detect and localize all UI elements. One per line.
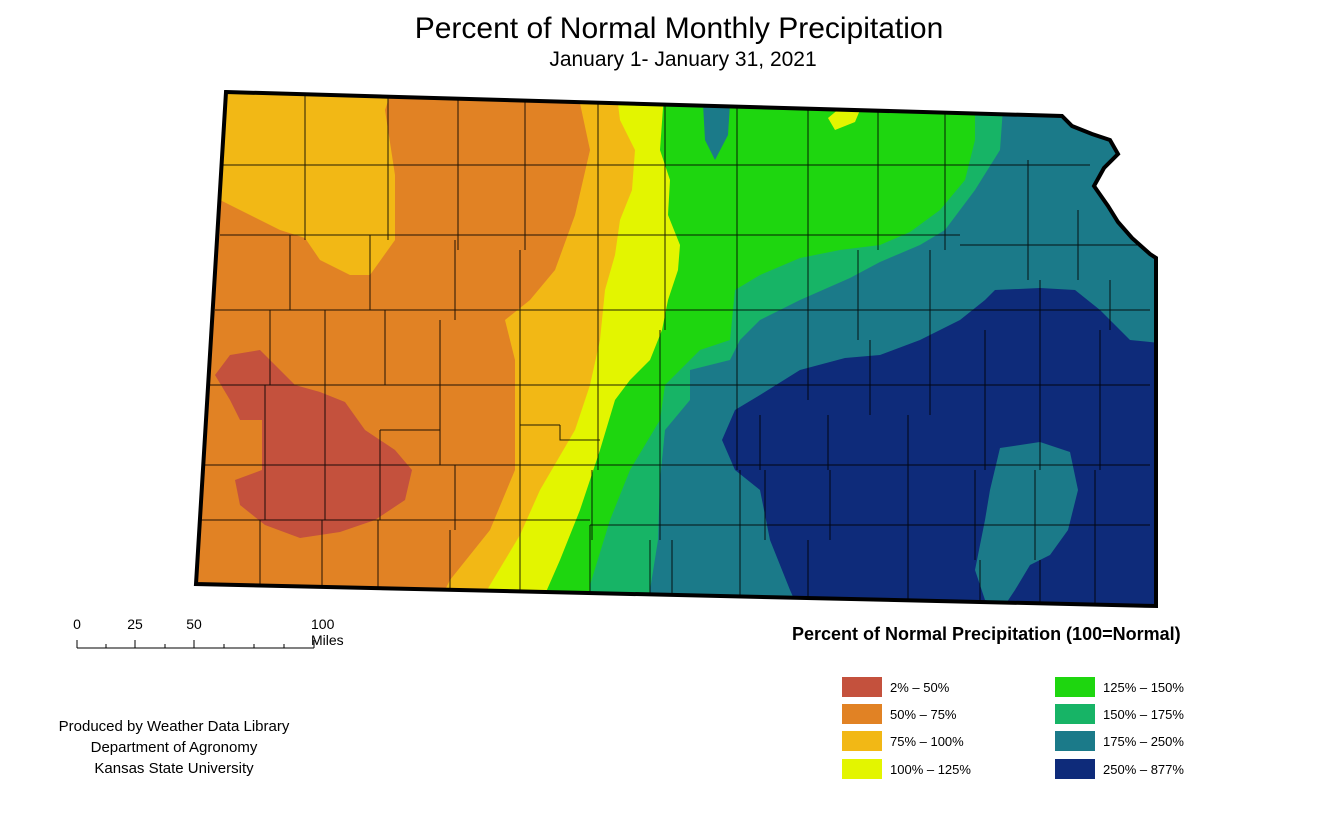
legend-item-150-175: 150% – 175%: [1055, 704, 1184, 724]
legend-swatch: [842, 731, 882, 751]
scale-tick-0: 0: [73, 616, 81, 632]
legend-label: 150% – 175%: [1103, 706, 1184, 722]
zone-2-50: [215, 350, 412, 538]
legend-item-100-125: 100% – 125%: [842, 759, 971, 779]
map-subtitle: January 1- January 31, 2021: [549, 48, 817, 71]
credits: Produced by Weather Data Library Departm…: [28, 716, 320, 779]
legend-swatch: [1055, 704, 1095, 724]
zone-175-250-se-blob: [975, 442, 1078, 605]
legend-swatch: [842, 704, 882, 724]
map-title: Percent of Normal Monthly Precipitation: [414, 12, 944, 45]
credits-line-2: Department of Agronomy: [90, 739, 258, 756]
legend-item-50-75: 50% – 75%: [842, 704, 957, 724]
scale-tick-50: 50: [186, 616, 202, 632]
legend-item-2-50: 2% – 50%: [842, 677, 949, 697]
legend-swatch: [1055, 731, 1095, 751]
legend-item-125-150: 125% – 150%: [1055, 677, 1184, 697]
legend-label: 250% – 877%: [1103, 761, 1184, 777]
credits-line-3: Kansas State University: [94, 760, 254, 777]
county-boundaries: [200, 92, 1150, 606]
scale-bar-graphic: [76, 640, 315, 649]
legend-label: 75% – 100%: [890, 733, 964, 749]
legend-item-175-250: 175% – 250%: [1055, 731, 1184, 751]
kansas-state-outline: [193, 89, 1158, 609]
legend-swatch: [1055, 759, 1095, 779]
legend-title: Percent of Normal Precipitation (100=Nor…: [792, 624, 1181, 644]
legend-item-250-877: 250% – 877%: [1055, 759, 1184, 779]
scale-tick-100: 100 Miles: [311, 616, 344, 648]
legend-label: 125% – 150%: [1103, 679, 1184, 695]
legend-label: 175% – 250%: [1103, 733, 1184, 749]
zone-250-877: [722, 288, 1156, 606]
legend-swatch: [842, 677, 882, 697]
legend-label: 100% – 125%: [890, 761, 971, 777]
credits-line-1: Produced by Weather Data Library: [58, 718, 290, 735]
legend-label: 50% – 75%: [890, 706, 957, 722]
zone-75-100-nw: [220, 92, 395, 275]
legend-label: 2% – 50%: [890, 679, 950, 695]
legend-swatch: [842, 759, 882, 779]
scale-bar: 0 25 50 100 Miles: [70, 616, 380, 656]
legend-swatch: [1055, 677, 1095, 697]
scale-tick-25: 25: [127, 616, 143, 632]
zone-150-175-blob: [828, 108, 860, 130]
legend-item-75-100: 75% – 100%: [842, 731, 964, 751]
zone-175-250-north: [703, 104, 730, 160]
